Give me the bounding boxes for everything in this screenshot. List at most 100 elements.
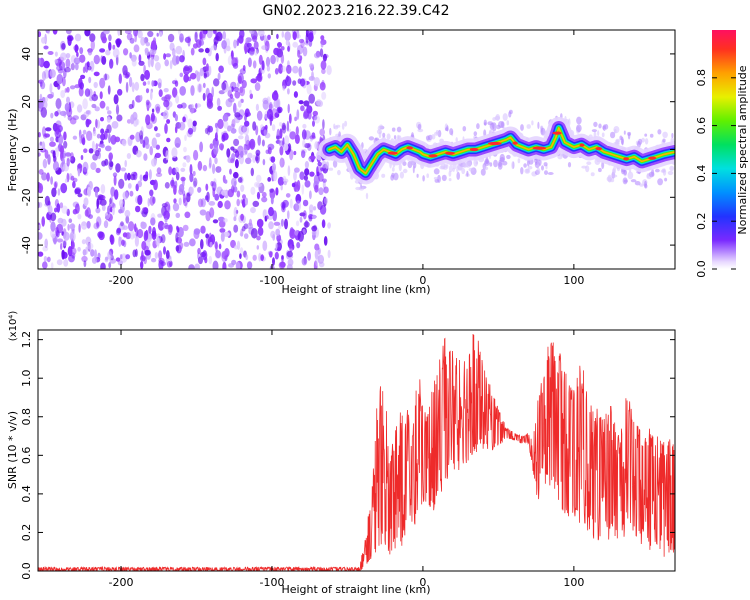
noise-blob [83,197,89,206]
noise-blob [142,207,148,213]
noise-blob [281,124,287,134]
ridge-halo [462,126,467,132]
noise-blob [49,141,56,147]
noise-blob [96,198,99,210]
ridge-halo [630,179,637,183]
noise-blob [255,182,263,188]
noise-blob [260,124,264,131]
noise-blob [282,85,286,91]
noise-blob [46,256,51,263]
noise-blob [178,197,182,206]
noise-blob [140,73,145,82]
noise-blob [134,81,140,91]
noise-blob [143,64,146,75]
noise-blob [58,60,66,71]
noise-blob [314,243,320,251]
noise-blob [125,81,129,93]
noise-blob [172,80,177,85]
noise-blob [164,217,168,223]
ridge-halo [638,138,643,145]
noise-blob [147,197,150,207]
noise-blob [287,210,290,220]
noise-blob [211,181,217,192]
noise-blob [84,209,89,217]
noise-blob [76,104,83,113]
noise-blob [206,30,213,39]
ridge-halo [437,129,442,138]
noise-blob [81,221,87,226]
noise-blob [139,94,143,102]
noise-blob [246,261,253,269]
noise-blob [269,188,274,193]
noise-blob [82,129,87,135]
ridge-halo [441,174,447,182]
noise-blob [38,143,42,154]
ridge-halo [434,131,440,136]
noise-blob [214,250,222,259]
noise-blob [165,250,170,259]
ridge-halo [601,161,605,169]
noise-blob [182,224,189,232]
noise-blob [86,119,92,125]
noise-blob [129,134,135,140]
x-tick-label: 100 [563,576,584,589]
noise-blob [205,63,209,72]
ridge-halo [489,162,493,167]
noise-blob [233,171,239,179]
noise-blob [304,168,310,176]
noise-blob [64,178,68,183]
noise-blob [279,145,284,156]
noise-blob [117,30,121,36]
noise-blob [214,132,218,142]
noise-blob [54,51,58,57]
noise-blob [126,32,133,41]
ridge-halo [425,135,430,141]
noise-blob [110,134,117,145]
noise-blob [312,115,318,121]
noise-blob [320,42,324,48]
noise-blob [43,100,48,109]
noise-blob [155,106,160,114]
noise-blob [99,91,103,100]
noise-blob [272,163,276,172]
y-tick-label: 0.4 [20,485,33,503]
noise-blob [200,30,207,39]
noise-blob [192,120,197,127]
noise-blob [103,30,110,35]
noise-blob [237,82,240,88]
noise-blob [82,98,88,110]
noise-blob [256,110,263,121]
ridge-halo [402,168,408,174]
noise-blob [107,110,112,115]
ridge-halo [502,113,508,121]
noise-blob [207,125,213,133]
noise-blob [160,261,166,267]
noise-blob [158,89,163,97]
noise-blob [145,99,150,106]
noise-blob [217,200,223,209]
ridge-halo [644,138,649,145]
noise-blob [38,169,44,175]
noise-blob [129,37,135,44]
noise-blob [250,186,256,195]
noise-blob [244,145,248,155]
noise-blob [69,223,76,230]
noise-blob [292,80,297,86]
noise-blob [118,73,123,84]
noise-blob [112,44,116,50]
noise-blob [270,156,276,163]
noise-blob [233,86,240,92]
noise-blob [163,99,170,108]
noise-blob [237,100,242,108]
ridge-halo [586,161,592,165]
noise-blob [56,259,63,266]
noise-blob [175,171,180,181]
noise-blob [284,135,290,146]
noise-blob [105,49,111,56]
noise-blob [217,105,223,111]
noise-blob [96,133,101,139]
noise-blob [178,184,185,193]
noise-blob [287,103,290,114]
ridge-halo [590,172,595,177]
noise-blob [304,180,311,188]
